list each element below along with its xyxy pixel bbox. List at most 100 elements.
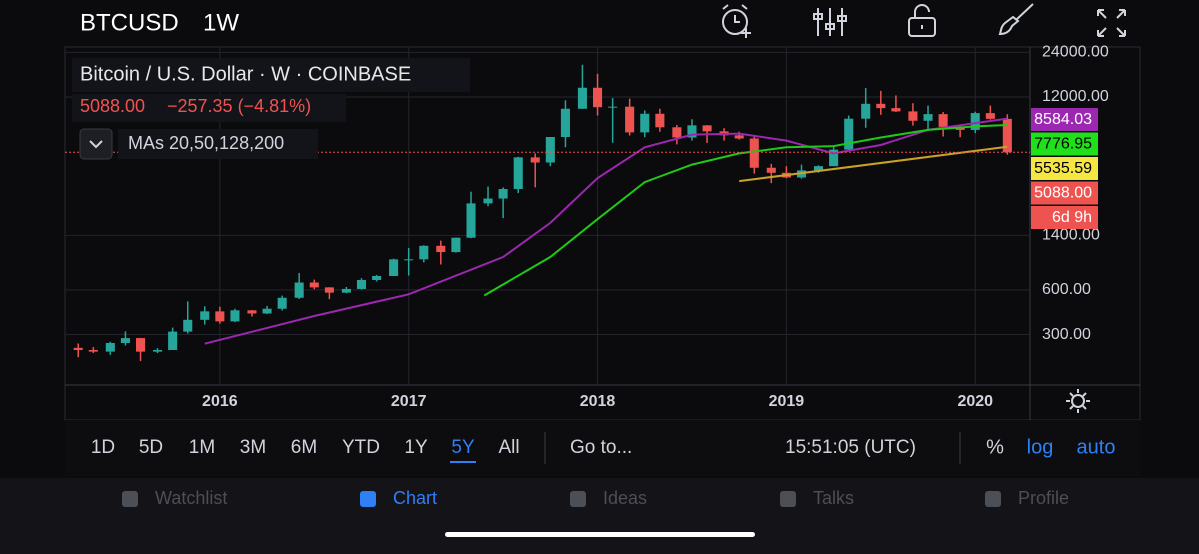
- indicators-icon[interactable]: [813, 8, 847, 36]
- candle-body: [436, 245, 446, 253]
- candle-body: [593, 87, 603, 108]
- tab-label[interactable]: Chart: [393, 488, 437, 508]
- price-label: 5088.00: [1034, 185, 1092, 202]
- tab-icon: [570, 491, 586, 507]
- candle-body: [404, 259, 414, 261]
- y-tick-label: 300.00: [1042, 326, 1091, 343]
- candle-body: [73, 347, 83, 350]
- legend-change: −257.35 (−4.81%): [167, 96, 311, 116]
- indicator-box: [118, 129, 318, 159]
- candle-body: [309, 282, 319, 288]
- scale-option[interactable]: %: [986, 436, 1004, 458]
- candle-body: [608, 106, 618, 108]
- tab-label[interactable]: Watchlist: [155, 488, 227, 508]
- settings-icon[interactable]: [1066, 389, 1090, 413]
- range-button[interactable]: 1Y: [404, 437, 428, 458]
- candle-body: [277, 297, 287, 309]
- candle-body: [625, 106, 635, 133]
- candle-body: [466, 203, 476, 238]
- tab-label[interactable]: Ideas: [603, 488, 647, 508]
- plot-area: [65, 47, 1030, 385]
- candle-body: [687, 125, 697, 138]
- candle-body: [560, 108, 570, 138]
- price-label: 6d 9h: [1052, 209, 1092, 226]
- tab-label[interactable]: Profile: [1018, 488, 1069, 508]
- range-button[interactable]: 1D: [91, 437, 115, 458]
- candle-body: [419, 245, 429, 260]
- candle-body: [136, 338, 146, 352]
- candle-body: [545, 137, 555, 163]
- alert-icon[interactable]: [722, 4, 751, 38]
- candle-body: [294, 282, 304, 298]
- tab-label[interactable]: Talks: [813, 488, 854, 508]
- candle-body: [105, 343, 115, 352]
- tab-icon: [780, 491, 796, 507]
- scale-option[interactable]: log: [1027, 436, 1054, 458]
- candle-body: [577, 87, 587, 109]
- candle-body: [247, 310, 257, 314]
- legend-box: [72, 58, 470, 92]
- goto-button[interactable]: Go to...: [570, 437, 632, 458]
- x-tick-label: 2020: [957, 393, 993, 410]
- candle-body: [672, 127, 682, 138]
- tab-icon: [360, 491, 376, 507]
- tab-icon: [122, 491, 138, 507]
- tab-icon: [985, 491, 1001, 507]
- range-button[interactable]: 1M: [189, 437, 215, 458]
- price-label-bg: [1031, 157, 1098, 180]
- candle-body: [356, 279, 367, 289]
- candle-body: [230, 310, 240, 322]
- candle-body: [530, 157, 540, 163]
- candle-body: [262, 308, 272, 314]
- candle-body: [215, 311, 225, 322]
- candle-body: [389, 259, 399, 276]
- symbol[interactable]: BTCUSD: [80, 9, 179, 36]
- price-label: 8584.03: [1034, 111, 1092, 128]
- collapse-button[interactable]: [79, 128, 113, 160]
- chevron-icon: [89, 140, 103, 149]
- candle-body: [513, 157, 523, 190]
- candle-body: [153, 349, 163, 352]
- indicator-label[interactable]: MAs 20,50,128,200: [128, 133, 284, 153]
- candle-body: [120, 338, 130, 344]
- clock: 15:51:05 (UTC): [785, 437, 916, 458]
- price-label: 5535.59: [1034, 160, 1092, 177]
- range-button[interactable]: 5Y: [451, 437, 475, 458]
- candle-body: [734, 135, 744, 139]
- legend-price-box: [72, 94, 346, 122]
- price-label-bg: [1031, 108, 1098, 131]
- candle-body: [451, 237, 461, 253]
- x-tick-label: 2018: [580, 393, 616, 410]
- range-button[interactable]: 3M: [240, 437, 266, 458]
- candle-body: [923, 114, 933, 121]
- draw-icon[interactable]: [998, 3, 1034, 36]
- candle-body: [200, 311, 210, 320]
- candle-body: [876, 103, 886, 109]
- legend-title: Bitcoin / U.S. Dollar · W · COINBASE: [80, 63, 411, 85]
- price-label-bg: [1031, 181, 1098, 205]
- price-label-bg: [1031, 206, 1098, 229]
- candle-body: [168, 331, 178, 350]
- candle-body: [985, 113, 995, 119]
- fullscreen-icon[interactable]: [1097, 9, 1126, 37]
- candle-body: [813, 166, 824, 171]
- candle-body: [829, 149, 839, 167]
- candle-body: [640, 113, 650, 133]
- range-button[interactable]: 6M: [291, 437, 317, 458]
- moving-average: [204, 117, 1008, 345]
- x-tick-label: 2016: [202, 393, 238, 410]
- range-button[interactable]: 5D: [139, 437, 163, 458]
- top-icons: [722, 3, 1126, 38]
- price-label: 7776.95: [1034, 136, 1092, 153]
- y-tick-label: 24000.00: [1042, 44, 1109, 61]
- scale-option[interactable]: auto: [1077, 436, 1116, 458]
- lock-icon[interactable]: [908, 4, 936, 37]
- candle-body: [861, 103, 871, 119]
- range-button[interactable]: YTD: [342, 437, 380, 458]
- interval[interactable]: 1W: [203, 9, 239, 36]
- candle-body: [938, 114, 948, 127]
- candle-body: [372, 275, 382, 280]
- home-indicator: [445, 532, 755, 537]
- range-button[interactable]: All: [498, 437, 519, 458]
